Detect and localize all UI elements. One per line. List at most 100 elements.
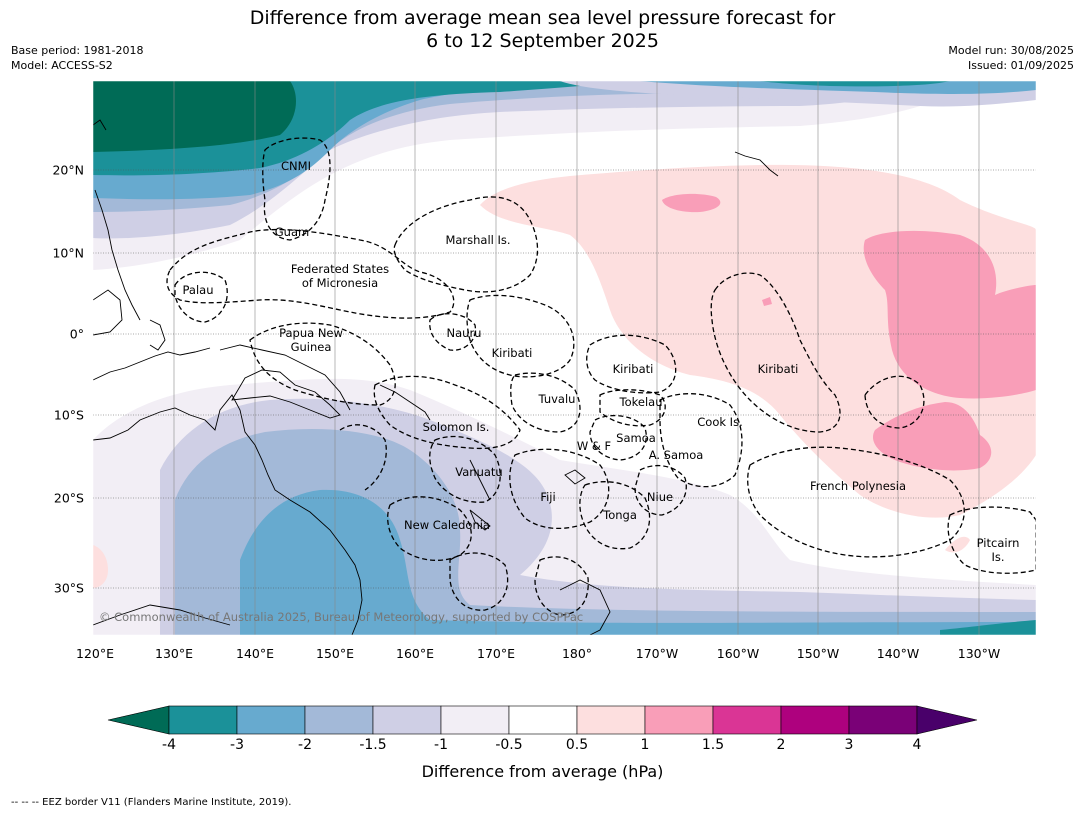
lon-label: 160°E (395, 646, 435, 661)
positive-region-10b (872, 402, 992, 471)
cb-seg--4_-3 (168, 705, 238, 735)
lon-label: 180° (561, 646, 593, 661)
eez-footnote: -- -- -- EEZ border V11 (Flanders Marine… (11, 797, 292, 808)
title-line-1: Difference from average mean sea level p… (249, 7, 836, 29)
place-palau: Palau (182, 283, 214, 297)
place-fsm: Federated States of Micronesia (290, 262, 390, 290)
philippines (94, 189, 141, 321)
cb-seg-3_4 (848, 705, 918, 735)
cb-tick: 0.5 (565, 737, 589, 753)
coastlines (93, 119, 779, 635)
base-period: Base period: 1981-2018 (11, 44, 144, 57)
positive-west-edge (93, 545, 108, 588)
cb-tick: -3 (230, 737, 244, 753)
place-french-polynesia: French Polynesia (809, 479, 907, 493)
lat-label: 10°S (53, 407, 84, 423)
cb-extend-low (107, 705, 170, 735)
lon-label: 160°W (716, 646, 760, 661)
eez-vanuatu (429, 435, 501, 503)
eez-kiribati-w (466, 294, 575, 378)
eez-palau (174, 271, 228, 323)
lon-label: 130°E (154, 646, 194, 661)
place-cnmi: CNMI (281, 159, 311, 173)
chart-title: Difference from average mean sea level p… (0, 7, 1085, 53)
eez-marshall (393, 196, 539, 293)
eez-newcal (387, 496, 472, 561)
lat-label: 20°N (52, 162, 84, 178)
place-pitcairn: Pitcairn Is. (976, 536, 1020, 564)
eez-australia (339, 424, 387, 491)
cb-seg-1.5_2 (712, 705, 782, 735)
place-new-caledonia: New Caledonia (404, 518, 490, 532)
place-kiribati-west: Kiribati (491, 346, 533, 360)
lat-label: 20°S (53, 490, 84, 506)
lat-label: 0° (69, 326, 84, 342)
eez-tuvalu (510, 372, 581, 433)
cb-tick: -0.5 (495, 737, 523, 753)
borneo (93, 289, 123, 336)
new-zealand (559, 579, 611, 635)
solomons (379, 384, 431, 421)
cb-seg-2_3 (780, 705, 850, 735)
place-marshall: Marshall Is. (445, 233, 511, 247)
colorbar-ticks: -4 -3 -2 -1.5 -1 -0.5 0.5 1 1.5 2 3 4 (0, 737, 1085, 755)
australia-south (93, 604, 231, 626)
eez-cnmi (262, 137, 331, 241)
place-wallis-futuna: W & F (576, 439, 612, 453)
lon-label: 150°E (315, 646, 355, 661)
cb-seg--3_-2 (236, 705, 306, 735)
cb-extend-high (916, 705, 978, 735)
south-band-30 (940, 620, 1036, 635)
lon-label: 120°E (75, 646, 115, 661)
cb-seg--1.5_-1 (372, 705, 442, 735)
positive-east-edge (945, 536, 970, 553)
cb-seg-1_1.5 (644, 705, 714, 735)
eez-samoa (589, 414, 647, 461)
eez-norfolk (449, 552, 509, 611)
place-guam: Guam (274, 225, 310, 239)
cb-tick: -4 (162, 737, 176, 753)
lon-label: 150°W (796, 646, 840, 661)
south-band-20 (240, 489, 1036, 635)
positive-region-10c (662, 193, 721, 213)
eez-solomon (373, 375, 521, 450)
place-kiribati-central: Kiribati (612, 362, 654, 376)
colorbar (107, 705, 978, 735)
lon-label: 130°W (957, 646, 1001, 661)
place-fiji: Fiji (540, 490, 556, 504)
place-nauru: Nauru (446, 326, 482, 340)
place-tokelau: Tokelau (619, 395, 663, 409)
eez-pitcairn (947, 506, 1036, 574)
place-tuvalu: Tuvalu (538, 392, 576, 406)
place-vanuatu: Vanuatu (455, 465, 503, 479)
graticule (173, 81, 980, 635)
place-tonga: Tonga (603, 508, 637, 522)
lat-label: 30°S (53, 580, 84, 596)
lon-label: 170°W (635, 646, 679, 661)
lon-label: 140°W (876, 646, 920, 661)
cb-tick: 2 (776, 737, 786, 753)
eez-fsm (166, 228, 455, 319)
title-line-2: 6 to 12 September 2025 (426, 30, 659, 52)
map-credit: © Commonwealth of Australia 2025, Bureau… (99, 610, 584, 624)
cb-tick: -1 (434, 737, 448, 753)
indonesia (93, 347, 211, 381)
map-frame (92, 80, 1037, 636)
eez-niue (634, 464, 687, 516)
model-run: Model run: 30/08/2025 (948, 44, 1074, 57)
cb-tick: 3 (844, 737, 854, 753)
png-coast (231, 369, 341, 419)
eez-cook (659, 393, 743, 488)
meta-left: Base period: 1981-2018 Model: ACCESS-S2 (11, 43, 143, 73)
eez-tokelau (599, 389, 666, 427)
australia-coast (93, 394, 363, 635)
place-niue: Niue (646, 490, 674, 504)
fiji-islands (564, 469, 586, 485)
colorbar-title: Difference from average (hPa) (421, 762, 664, 781)
eez-png (249, 322, 396, 406)
place-cook: Cook Is. (697, 415, 743, 429)
place-kiribati-east: Kiribati (757, 362, 799, 376)
place-american-samoa: A. Samoa (648, 448, 704, 462)
issued-date: Issued: 01/09/2025 (967, 59, 1074, 72)
